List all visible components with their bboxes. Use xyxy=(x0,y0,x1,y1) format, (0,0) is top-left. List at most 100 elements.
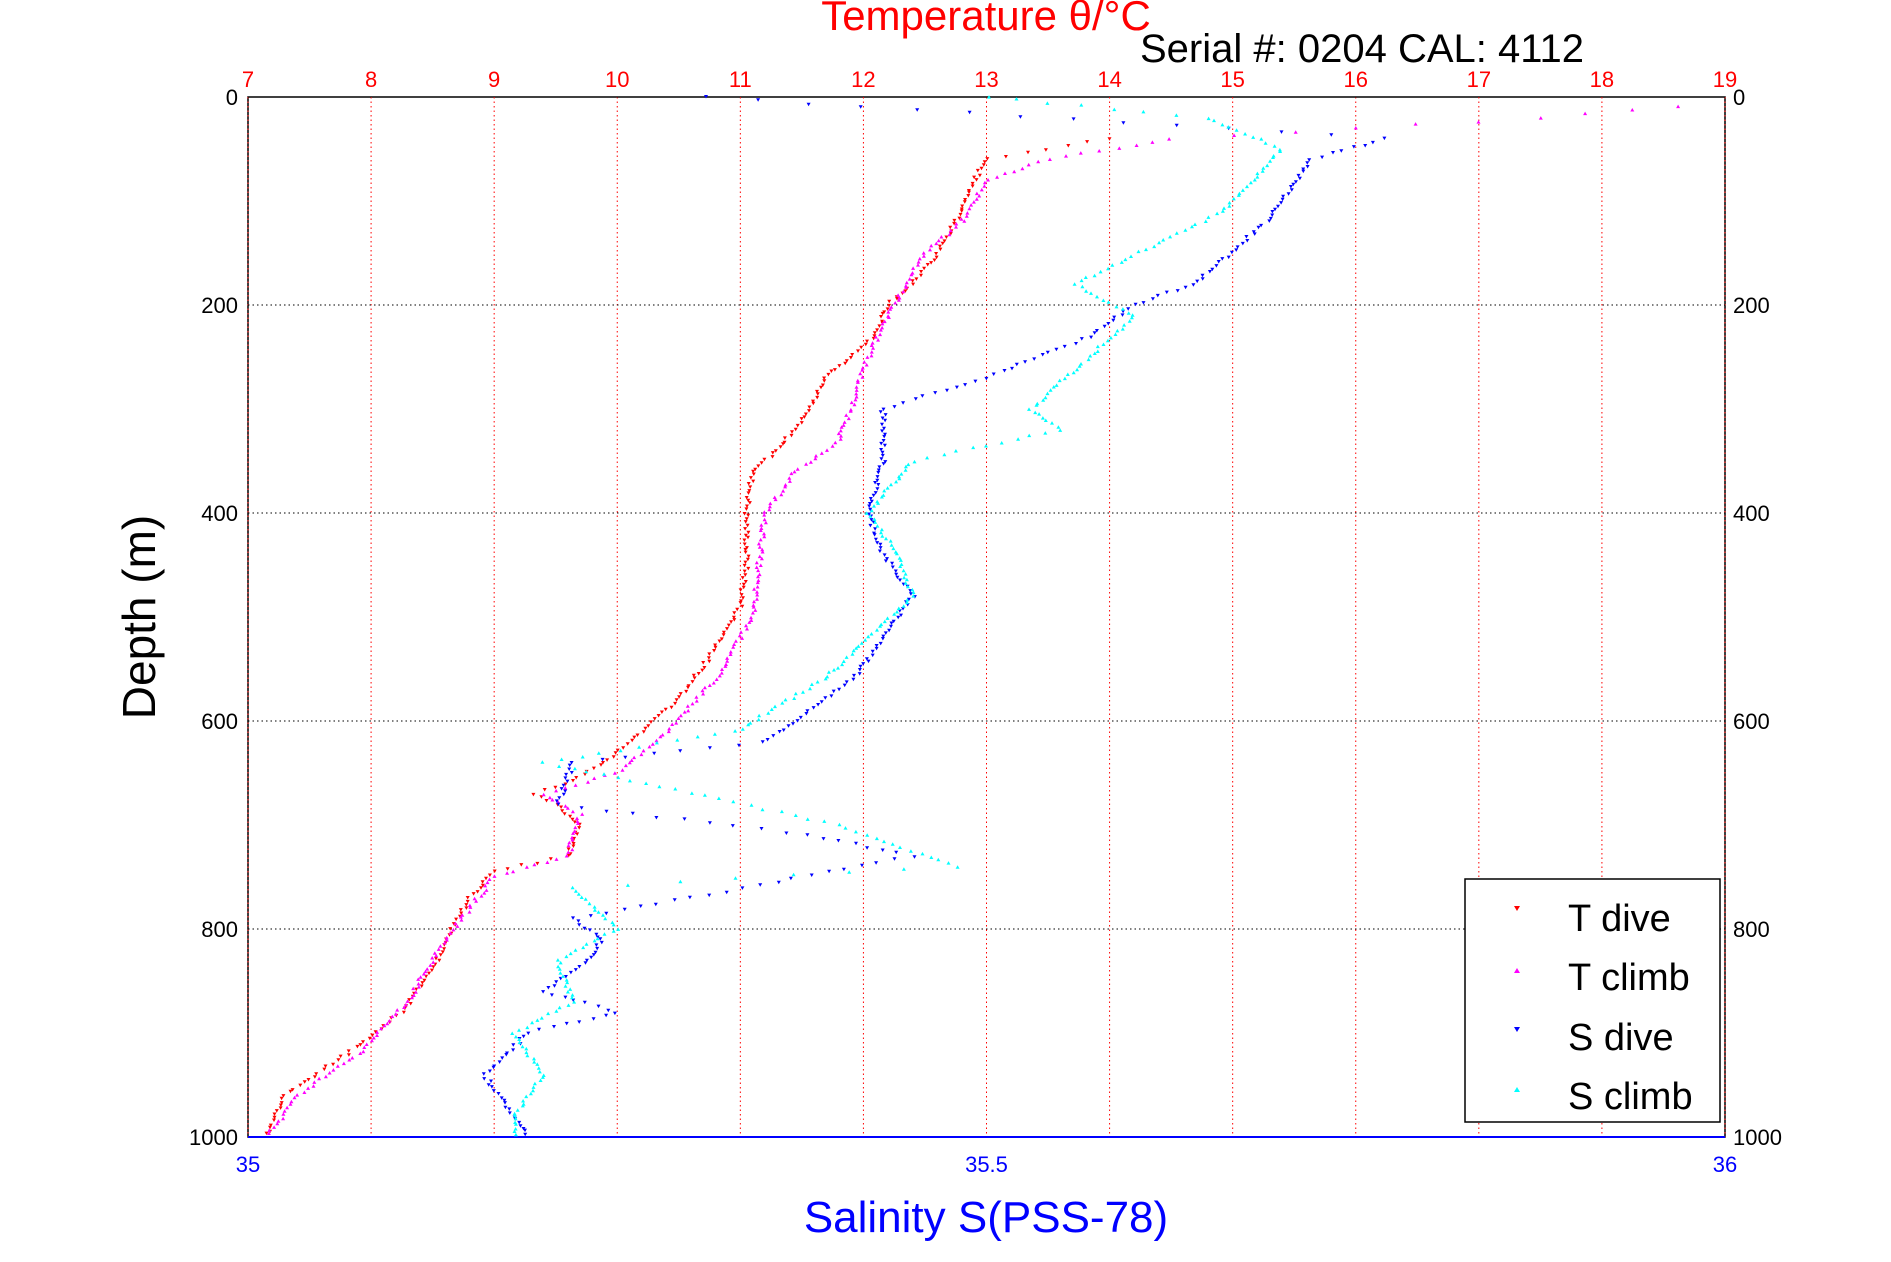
point-s-climb xyxy=(920,851,925,856)
point-s-climb xyxy=(1144,247,1148,252)
point-s-dive xyxy=(595,946,600,951)
point-s-climb xyxy=(884,536,888,541)
point-s-climb xyxy=(517,1037,522,1041)
point-s-dive xyxy=(593,950,598,955)
point-s-dive xyxy=(563,789,568,793)
point-t-climb xyxy=(758,563,763,567)
point-t-dive xyxy=(700,668,705,673)
point-s-dive xyxy=(870,653,875,658)
point-s-dive xyxy=(502,1098,507,1103)
point-s-climb xyxy=(1034,403,1039,407)
point-s-climb xyxy=(695,734,700,739)
point-s-climb xyxy=(1234,128,1239,132)
point-s-climb xyxy=(546,1011,551,1016)
point-s-climb xyxy=(512,1129,517,1133)
point-t-dive xyxy=(743,580,748,584)
point-t-climb xyxy=(779,492,784,497)
point-s-dive xyxy=(526,1031,531,1036)
point-s-dive xyxy=(1089,335,1094,340)
point-s-dive xyxy=(892,405,897,409)
point-s-climb xyxy=(1075,367,1080,372)
point-s-climb xyxy=(524,1050,529,1055)
point-t-dive xyxy=(843,361,848,366)
point-s-climb xyxy=(837,822,842,827)
point-s-dive xyxy=(821,837,826,841)
point-s-dive xyxy=(672,898,677,902)
point-t-climb xyxy=(1097,149,1102,153)
point-s-dive xyxy=(816,703,821,707)
point-s-climb xyxy=(510,1031,515,1035)
point-s-climb xyxy=(879,527,884,532)
point-s-dive xyxy=(557,796,562,800)
point-t-dive xyxy=(877,324,882,328)
point-t-climb xyxy=(886,315,891,319)
point-t-dive xyxy=(738,588,743,592)
point-s-dive xyxy=(576,919,581,923)
point-s-dive xyxy=(870,649,875,654)
point-t-climb xyxy=(757,545,762,549)
point-s-climb xyxy=(1152,244,1157,249)
point-t-dive xyxy=(568,814,573,819)
point-t-climb xyxy=(686,708,691,713)
point-t-dive xyxy=(358,1043,363,1047)
point-t-climb xyxy=(719,671,724,675)
point-s-dive xyxy=(1244,235,1249,239)
point-s-dive xyxy=(892,857,897,861)
point-t-dive xyxy=(684,689,689,694)
point-s-dive xyxy=(1207,270,1212,274)
y-tick-label-right: 800 xyxy=(1733,917,1770,942)
series-t-climb xyxy=(266,104,1681,1135)
point-s-climb xyxy=(875,524,880,528)
point-s-climb xyxy=(537,1069,542,1074)
point-s-dive xyxy=(599,940,604,945)
point-t-climb xyxy=(814,454,818,458)
point-t-dive xyxy=(793,427,798,432)
point-s-climb xyxy=(570,885,575,890)
point-s-dive xyxy=(912,855,917,859)
point-s-climb xyxy=(1127,319,1132,323)
point-s-dive xyxy=(1121,121,1126,125)
point-s-climb xyxy=(1141,109,1146,114)
point-t-dive xyxy=(937,244,942,249)
point-s-climb xyxy=(882,619,887,624)
point-t-dive xyxy=(298,1083,303,1088)
point-t-climb xyxy=(317,1076,322,1081)
point-s-dive xyxy=(1276,204,1280,209)
point-t-climb xyxy=(492,874,497,878)
point-s-climb xyxy=(1231,196,1236,201)
point-s-dive xyxy=(549,993,554,997)
point-s-climb xyxy=(1045,101,1050,105)
point-t-dive xyxy=(938,247,943,252)
point-s-climb xyxy=(1226,125,1231,129)
point-s-climb xyxy=(602,932,607,936)
point-s-climb xyxy=(879,530,883,535)
point-s-climb xyxy=(535,1018,540,1022)
point-s-dive xyxy=(901,607,905,611)
point-s-climb xyxy=(1174,113,1179,117)
point-s-climb xyxy=(740,727,745,731)
point-t-dive xyxy=(583,772,587,777)
point-s-climb xyxy=(556,964,561,969)
point-s-climb xyxy=(885,486,890,490)
point-t-dive xyxy=(762,457,767,462)
point-s-dive xyxy=(889,624,893,629)
point-s-dive xyxy=(1174,123,1179,128)
point-s-climb xyxy=(854,646,859,650)
point-t-dive xyxy=(815,392,820,396)
point-t-climb xyxy=(567,840,572,845)
point-s-climb xyxy=(859,641,864,645)
point-s-climb xyxy=(901,604,906,608)
point-t-climb xyxy=(532,862,537,867)
point-s-climb xyxy=(596,751,601,755)
point-t-dive xyxy=(743,560,748,565)
point-t-dive xyxy=(448,927,453,931)
point-t-climb xyxy=(428,963,433,967)
point-t-dive xyxy=(741,585,746,590)
point-s-climb xyxy=(905,584,910,589)
point-t-dive xyxy=(625,742,630,746)
point-t-dive xyxy=(952,218,957,223)
point-s-climb xyxy=(1077,364,1082,368)
point-s-climb xyxy=(618,748,623,753)
point-s-climb xyxy=(536,1066,541,1070)
